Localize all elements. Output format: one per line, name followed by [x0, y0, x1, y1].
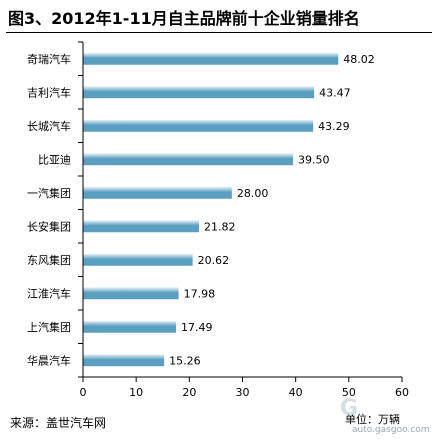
- bar: [83, 220, 200, 233]
- bar-value-label: 15.26: [169, 354, 201, 367]
- bar: [83, 153, 294, 166]
- category-label: 华晨汽车: [27, 353, 71, 367]
- x-tick-label: 30: [236, 386, 250, 399]
- x-tick-label: 50: [342, 386, 356, 399]
- source-note: 来源：盖世汽车网: [10, 416, 107, 430]
- bar: [83, 253, 193, 266]
- category-label: 一汽集团: [27, 186, 71, 200]
- bar: [83, 287, 179, 300]
- bar-value-label: 39.50: [298, 153, 330, 166]
- bar: [83, 320, 176, 333]
- bar-value-label: 20.62: [198, 254, 230, 267]
- category-label: 奇瑞汽车: [27, 52, 71, 66]
- category-label: 上汽集团: [27, 320, 71, 334]
- unit-note: 单位：万辆: [345, 413, 400, 426]
- bar: [83, 186, 232, 199]
- x-tick-label: 20: [182, 386, 196, 399]
- title-divider: [6, 32, 432, 33]
- category-label: 长安集团: [27, 219, 71, 233]
- x-tick-label: 0: [80, 386, 87, 399]
- chart-title: 图3、2012年1-11月自主品牌前十企业销量排名: [8, 9, 360, 28]
- bars-layer: 48.02 43.47 43.29 39.50 28.00 21.82 20.62 17.98…: [83, 52, 375, 367]
- bar: [83, 119, 314, 132]
- bar-value-label: 43.29: [318, 120, 350, 133]
- x-tick-label: 10: [129, 386, 143, 399]
- category-label: 吉利汽车: [27, 85, 71, 99]
- watermark-url: auto.gasgoo.com: [352, 425, 430, 435]
- bar-value-label: 43.47: [319, 86, 351, 99]
- x-tick-label: 40: [289, 386, 303, 399]
- bar-value-label: 17.98: [184, 287, 216, 300]
- bar-value-label: 28.00: [237, 187, 269, 200]
- bar: [83, 354, 165, 367]
- bar-value-label: 17.49: [181, 321, 213, 334]
- bar: [83, 86, 315, 99]
- x-tick-label: 60: [395, 386, 409, 399]
- category-label: 东风集团: [27, 253, 71, 267]
- bar-value-label: 48.02: [343, 53, 375, 66]
- watermark-logo: G: [340, 396, 359, 421]
- bar: [83, 52, 339, 65]
- category-label: 江淮汽车: [27, 286, 71, 300]
- bar-value-label: 21.82: [204, 220, 236, 233]
- category-label: 长城汽车: [27, 119, 71, 133]
- category-label: 比亚迪: [38, 153, 71, 166]
